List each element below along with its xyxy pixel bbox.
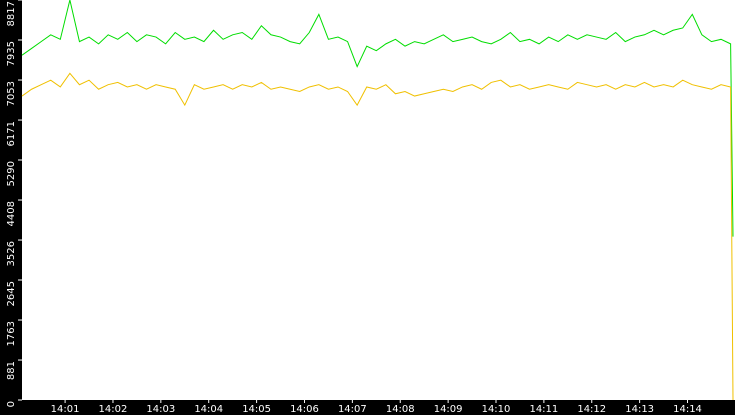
y-tick-label: 4408 (6, 201, 17, 226)
y-tick-label: 1763 (6, 321, 17, 346)
y-tick-label: 2645 (6, 281, 17, 306)
x-tick-label: 14:12 (577, 404, 606, 415)
y-tick-label: 6171 (6, 121, 17, 146)
y-tick-label: 3526 (6, 241, 17, 266)
x-tick-label: 14:04 (194, 404, 223, 415)
y-tick-label: 7935 (6, 41, 17, 66)
series-line (21, 0, 734, 237)
x-tick-label: 14:10 (482, 404, 511, 415)
x-tick-label: 14:02 (99, 404, 128, 415)
x-tick-label: 14:05 (242, 404, 271, 415)
y-tick-label: 8817 (6, 1, 17, 26)
y-tick-label: 0 (6, 401, 17, 407)
x-tick-label: 14:06 (290, 404, 319, 415)
x-tick-label: 14:11 (529, 404, 558, 415)
x-tick-label: 14:13 (625, 404, 654, 415)
series-line (21, 72, 734, 401)
x-tick-label: 14:01 (51, 404, 80, 415)
x-tick-label: 14:14 (673, 404, 702, 415)
x-tick-label: 14:08 (386, 404, 415, 415)
plot-area (22, 0, 735, 400)
x-tick-label: 14:03 (146, 404, 175, 415)
y-tick-label: 7053 (6, 81, 17, 106)
y-tick-label: 5290 (6, 161, 17, 186)
x-tick-label: 14:07 (338, 404, 367, 415)
y-tick-label: 881 (6, 361, 17, 380)
x-tick-label: 14:09 (434, 404, 463, 415)
